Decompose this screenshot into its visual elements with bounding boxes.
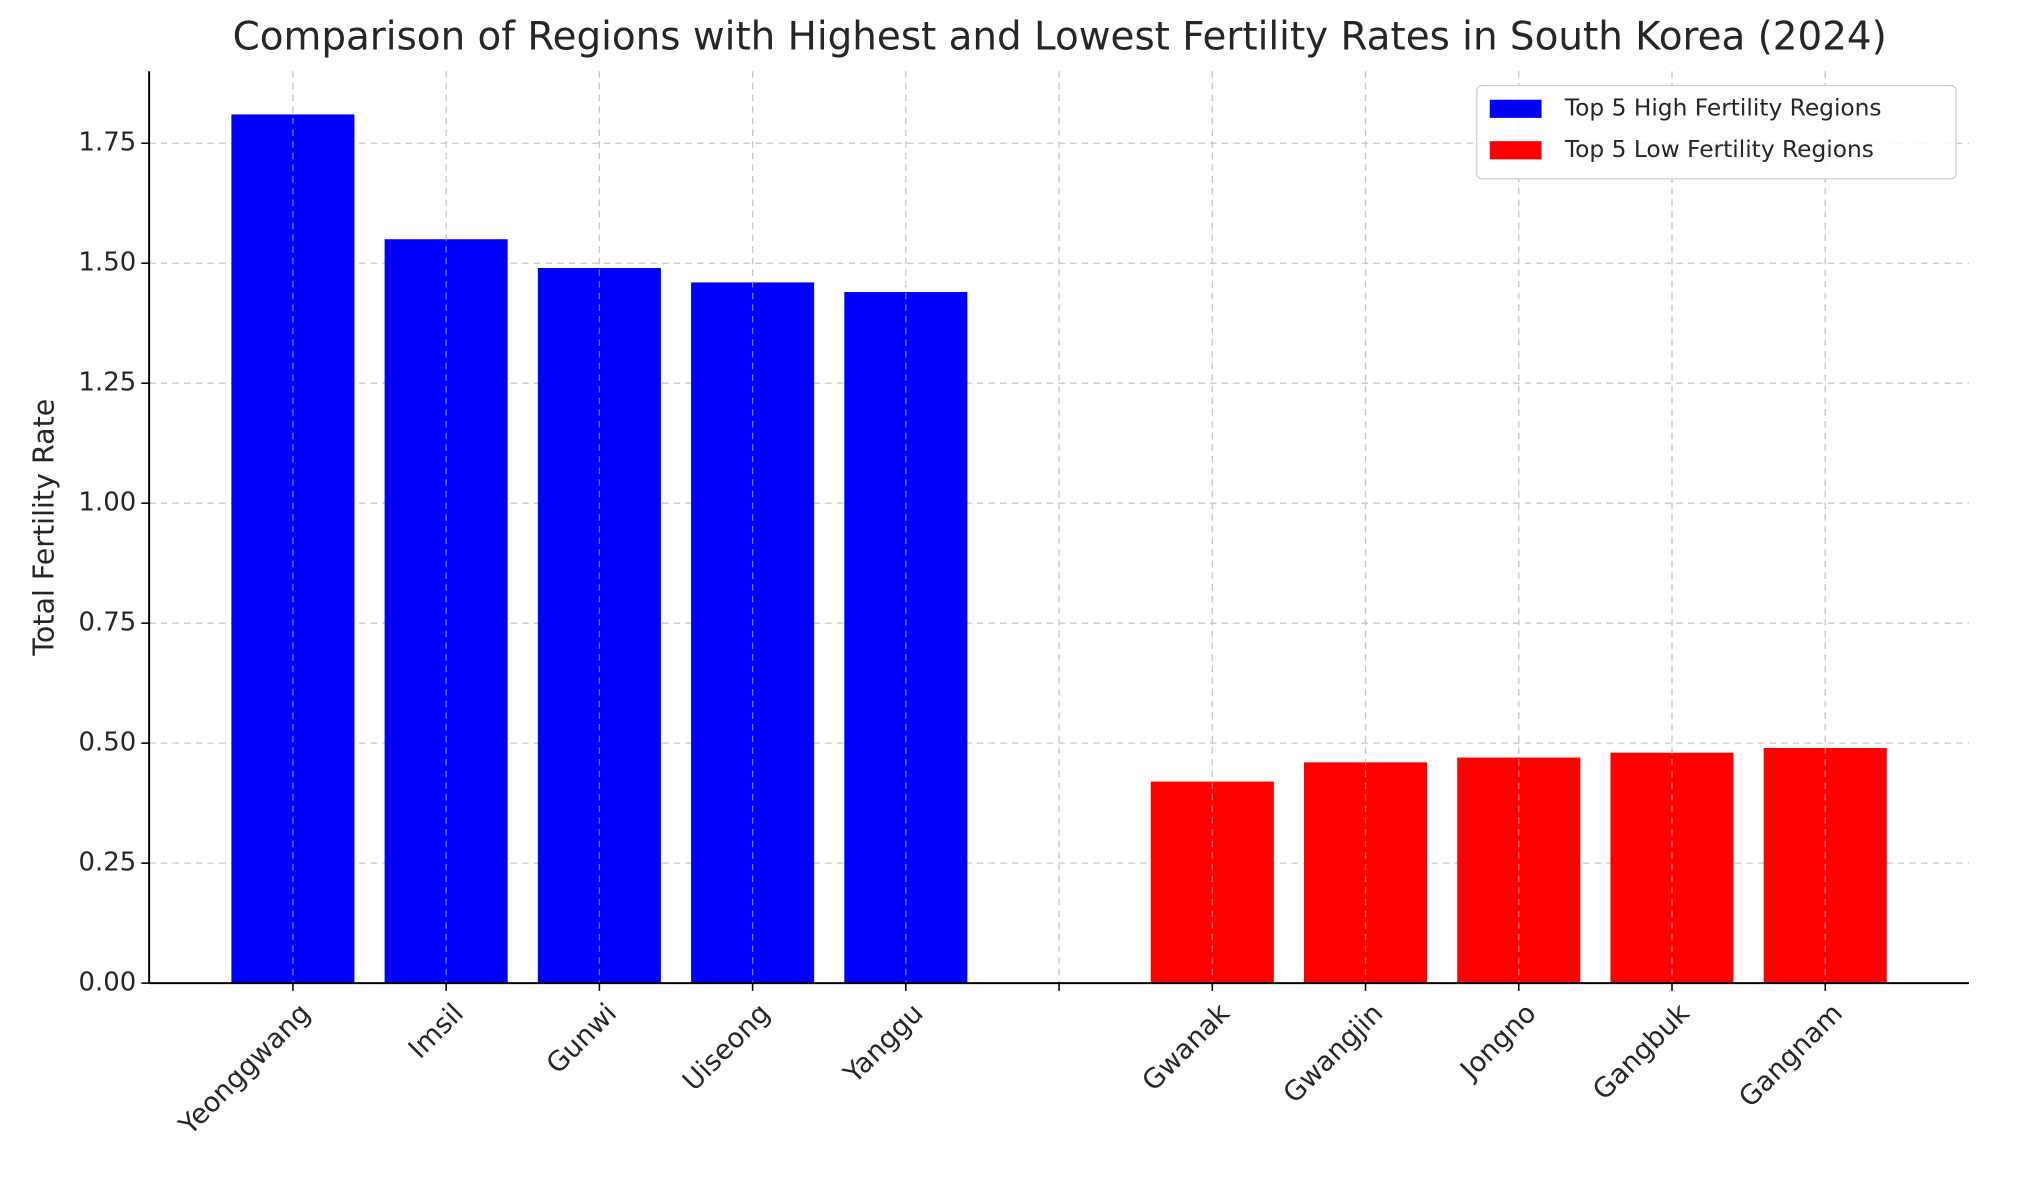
legend-box (1476, 84, 1957, 180)
x-tick-label: Gwanak (1137, 998, 1237, 1098)
x-tick-label: Gwangjin (1278, 998, 1390, 1110)
y-tick-label: 1.50 (79, 248, 137, 278)
legend-label: Top 5 Low Fertility Regions (1564, 136, 1874, 163)
y-axis-label: Total Fertility Rate (28, 399, 61, 657)
y-tick-label: 1.75 (79, 128, 137, 158)
y-tick-label: 0.00 (79, 968, 137, 998)
legend-swatch (1489, 141, 1542, 160)
x-tick-label: Gunwi (541, 998, 623, 1080)
x-tick-label: Yanggu (837, 998, 929, 1090)
x-tick-label: Gangbuk (1587, 998, 1696, 1107)
y-tick-label: 1.00 (79, 488, 137, 518)
x-tick-label: Uiseong (677, 998, 776, 1097)
x-tick-label: Imsil (403, 998, 470, 1065)
y-tick-label: 1.25 (79, 368, 137, 398)
y-tick-label: 0.50 (79, 728, 137, 758)
legend-swatch (1489, 99, 1542, 118)
x-tick-label: Gangnam (1733, 998, 1849, 1114)
x-tick-label: Jongno (1453, 998, 1542, 1087)
x-tick-label: Yeonggwang (173, 998, 317, 1142)
legend-label: Top 5 High Fertility Regions (1564, 94, 1882, 121)
y-tick-label: 0.75 (79, 608, 137, 638)
chart-title: Comparison of Regions with Highest and L… (233, 14, 1887, 59)
y-tick-label: 0.25 (79, 848, 137, 878)
